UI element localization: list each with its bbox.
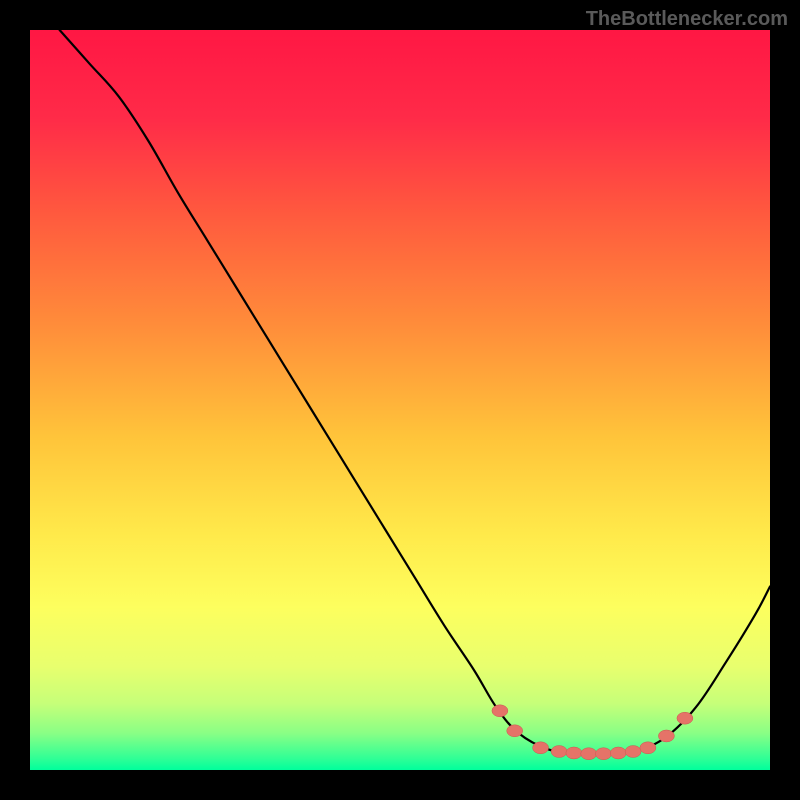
highlight-marker: [625, 746, 641, 758]
highlight-marker: [596, 748, 612, 760]
highlight-marker: [581, 748, 597, 760]
highlight-marker: [533, 742, 549, 754]
highlight-marker: [566, 747, 582, 759]
highlight-marker: [677, 712, 693, 724]
watermark-text: TheBottlenecker.com: [586, 8, 788, 31]
bottleneck-chart: [0, 0, 800, 800]
highlight-marker: [492, 705, 508, 717]
highlight-marker: [610, 747, 626, 759]
highlight-marker: [507, 725, 523, 737]
plot-gradient-background: [30, 30, 770, 770]
highlight-marker: [658, 730, 674, 742]
highlight-marker: [640, 742, 656, 754]
chart-container: TheBottlenecker.com: [0, 0, 800, 800]
highlight-marker: [551, 746, 567, 758]
